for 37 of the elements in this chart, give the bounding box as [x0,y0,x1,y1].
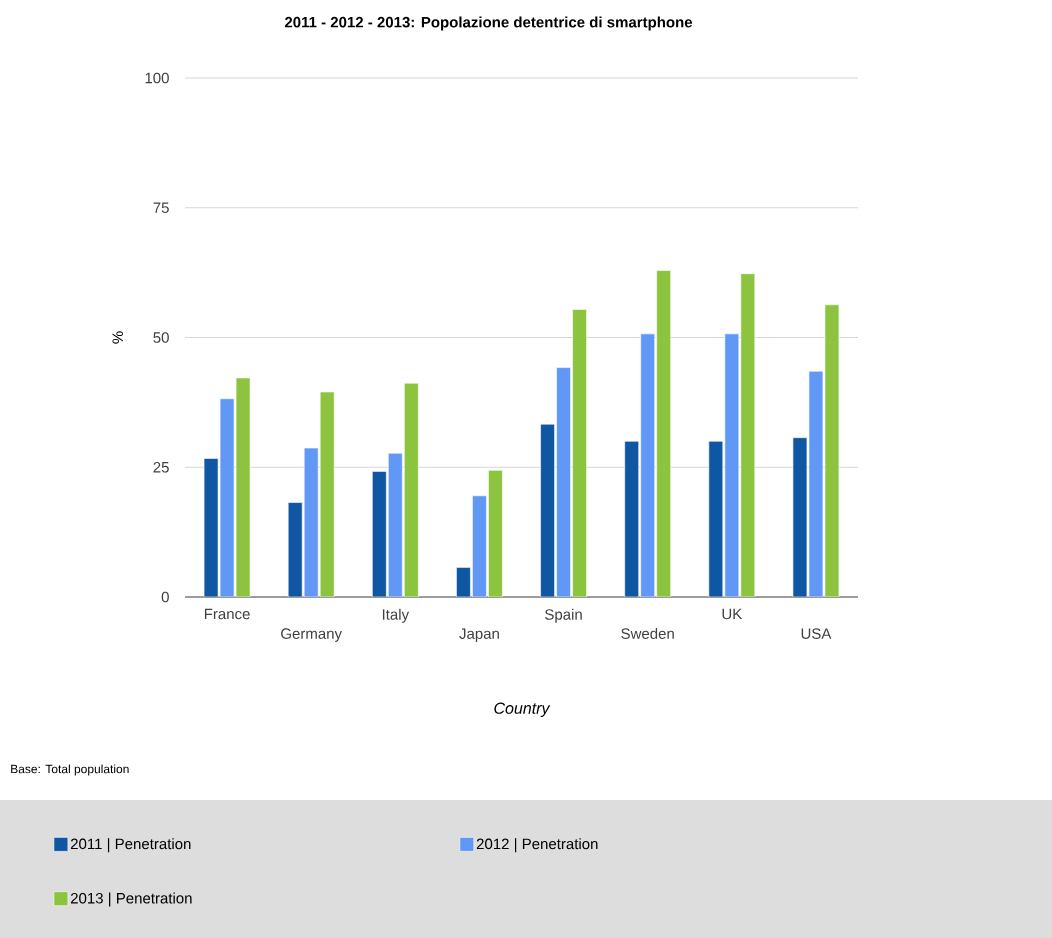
text: Base: Total population [11,764,129,776]
bar [556,367,571,597]
y-axis-title: % [112,331,123,344]
x-tick-label: France [204,608,250,620]
y-tick-label: 100 [145,72,169,84]
bar [640,333,655,597]
bar [540,423,555,597]
x-axis-title: Country [494,702,551,718]
x-tick-label: Germany [281,628,342,642]
bar [724,333,740,597]
x-tick-label: UK [722,608,743,620]
bar [656,270,671,597]
bar [572,309,587,597]
bar [372,471,387,597]
y-tick-label: 75 [153,202,169,213]
legend-label: 2012 | Penetration [476,838,598,853]
x-tick-label: Italy [382,608,410,623]
y-tick-label: 0 [161,591,169,603]
legend-label: 2011 | Penetration [70,838,191,853]
bar [624,441,639,597]
x-tick-label: Spain [545,608,582,623]
chart-title: 2011 - 2012 - 2013: Popolazione detentrice di smartphone [284,16,693,31]
bar [404,382,419,597]
bar [303,447,319,597]
bar [472,495,487,597]
bar [319,391,335,597]
bar [287,502,303,597]
y-tick-label: 50 [153,332,169,343]
bar [708,441,724,597]
bar [740,273,756,597]
legend-label: 2013 | Penetration [70,892,192,907]
x-tick-label: USA [801,628,832,639]
x-tick-label: Japan [459,628,499,642]
bar [488,470,503,597]
x-tick-label: Sweden [621,627,674,639]
y-tick-label: 25 [153,461,169,473]
bar [388,452,403,597]
